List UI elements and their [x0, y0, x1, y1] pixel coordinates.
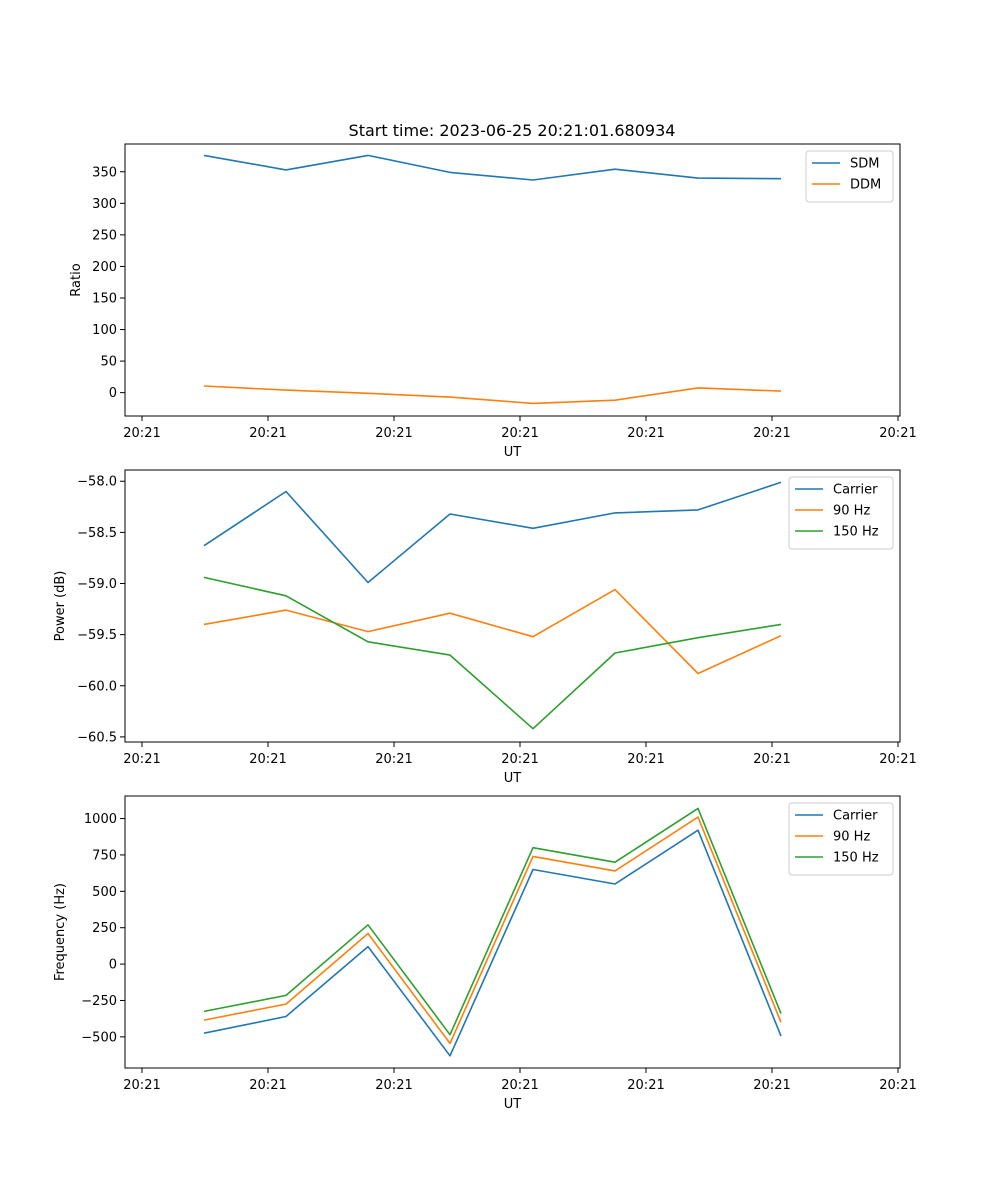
y-tick-label: −58.5 [77, 526, 117, 541]
x-tick-label: 20:21 [123, 426, 160, 441]
x-axis-label: UT [504, 1097, 522, 1112]
x-tick-label: 20:21 [375, 1078, 412, 1093]
x-tick-label: 20:21 [501, 752, 538, 767]
x-tick-label: 20:21 [501, 1078, 538, 1093]
x-tick-label: 20:21 [627, 1078, 664, 1093]
x-tick-label: 20:21 [753, 752, 790, 767]
plot-area [124, 469, 901, 743]
legend: Carrier 90 Hz 150 Hz [788, 802, 894, 876]
y-tick-label: −59.0 [77, 577, 117, 592]
series-line-carrier [203, 481, 782, 584]
y-tick-label: 500 [92, 885, 117, 900]
y-tick-label: −60.5 [77, 730, 117, 745]
y-tick-label: 250 [92, 921, 117, 936]
legend-label: 90 Hz [833, 504, 870, 519]
y-tick-label: 1000 [84, 812, 117, 827]
y-tick-label: 250 [92, 228, 117, 243]
y-tick-label: 150 [92, 291, 117, 306]
x-tick-label: 20:21 [879, 1078, 916, 1093]
y-tick-label: −250 [81, 994, 117, 1009]
series-line-sdm [203, 154, 782, 181]
y-tick-label: 350 [92, 165, 117, 180]
plot-area [124, 143, 901, 417]
x-tick-label: 20:21 [753, 426, 790, 441]
y-tick-label: −59.5 [77, 628, 117, 643]
legend-label: DDM [850, 178, 881, 193]
y-axis-label: Frequency (Hz) [53, 883, 68, 981]
series-line-90-hz [203, 816, 782, 1045]
series-line-150-hz [203, 576, 782, 730]
x-tick-label: 20:21 [879, 426, 916, 441]
y-tick-label: 300 [92, 197, 117, 212]
figure-title: Start time: 2023-06-25 20:21:01.680934 [349, 121, 676, 140]
series-line-carrier [203, 829, 782, 1057]
x-tick-label: 20:21 [249, 426, 286, 441]
y-tick-label: 750 [92, 848, 117, 863]
x-axis-label: UT [504, 445, 522, 460]
legend: Carrier 90 Hz 150 Hz [788, 476, 894, 550]
y-tick-label: 200 [92, 260, 117, 275]
chart-panel-3: −500 −250 0 250 500 750 1000 20:21 20:21 20:21 20:… [53, 795, 917, 1112]
x-tick-label: 20:21 [501, 426, 538, 441]
y-tick-label: −500 [81, 1030, 117, 1045]
x-tick-label: 20:21 [627, 752, 664, 767]
legend-label: 150 Hz [833, 525, 879, 540]
x-tick-label: 20:21 [123, 752, 160, 767]
chart-panel-1: 0 50 100 150 200 250 300 350 20:21 20:21 20:21 20:2… [69, 143, 917, 460]
x-tick-label: 20:21 [123, 1078, 160, 1093]
x-tick-label: 20:21 [249, 752, 286, 767]
y-tick-label: −58.0 [77, 475, 117, 490]
plot-area [124, 795, 901, 1069]
x-tick-label: 20:21 [375, 752, 412, 767]
y-tick-label: 0 [109, 958, 117, 973]
series-line-ddm [203, 385, 782, 405]
y-axis-label: Ratio [69, 263, 84, 296]
y-tick-label: −60.0 [77, 679, 117, 694]
x-tick-label: 20:21 [879, 752, 916, 767]
legend-label: Carrier [833, 483, 878, 498]
y-tick-label: 50 [100, 355, 117, 370]
y-axis-label: Power (dB) [53, 571, 68, 642]
legend-label: 150 Hz [833, 851, 879, 866]
x-tick-label: 20:21 [753, 1078, 790, 1093]
legend-label: SDM [850, 157, 879, 172]
x-tick-label: 20:21 [627, 426, 664, 441]
x-tick-label: 20:21 [375, 426, 412, 441]
legend-label: Carrier [833, 809, 878, 824]
x-axis-label: UT [504, 771, 522, 786]
y-tick-label: 100 [92, 323, 117, 338]
legend: SDM DDM [805, 150, 894, 203]
y-tick-label: 0 [109, 386, 117, 401]
legend-label: 90 Hz [833, 830, 870, 845]
x-tick-label: 20:21 [249, 1078, 286, 1093]
series-line-90-hz [203, 588, 782, 675]
chart-panel-2: −60.5 −60.0 −59.5 −59.0 −58.5 −58.0 20:21 20:21… [53, 469, 917, 786]
series-line-150-hz [203, 807, 782, 1036]
